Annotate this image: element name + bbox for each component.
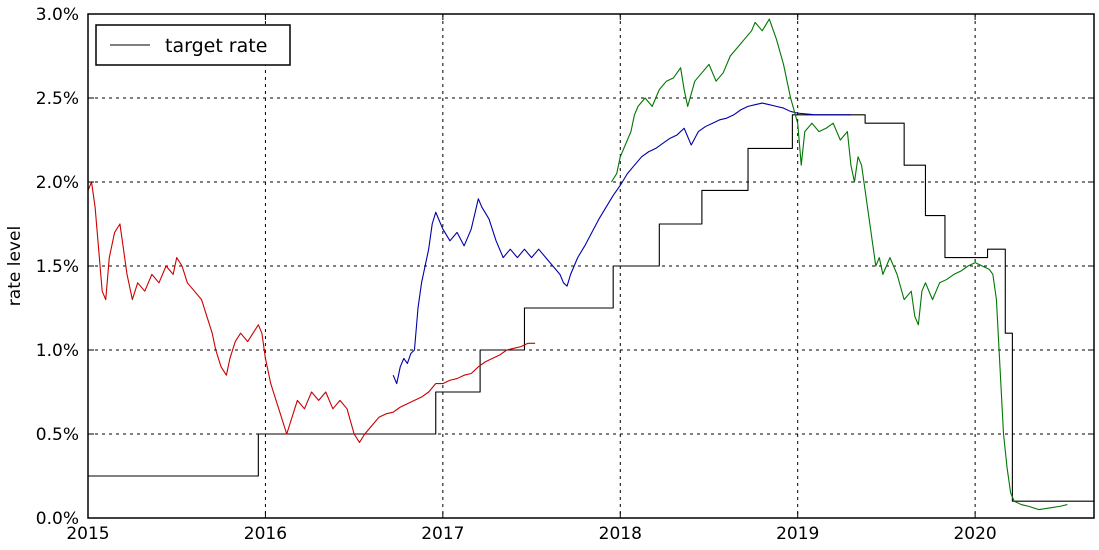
series-line-1 (88, 114, 1094, 502)
y-tick-label: 1.5% (36, 257, 79, 277)
legend-label-target-rate: target rate (165, 35, 267, 57)
y-tick-label: 3.0% (36, 5, 79, 25)
x-tick-label: 2015 (66, 524, 109, 544)
x-tick-label: 2018 (599, 524, 642, 544)
y-tick-label: 0.0% (36, 509, 79, 529)
series-line-3 (392, 102, 851, 385)
x-axis: 2015 2016 2017 2018 2019 2020 (66, 14, 997, 544)
y-axis: 0.0% 0.5% 1.0% 1.5% 2.0% 2.5% 3.0% (36, 5, 1094, 529)
x-tick-label: 2016 (244, 524, 287, 544)
series-line-2 (87, 181, 536, 443)
y-tick-label: 0.5% (36, 425, 79, 445)
series-line-4 (610, 18, 1068, 511)
y-tick-label: 2.0% (36, 173, 79, 193)
series-layer (87, 18, 1094, 511)
x-tick-label: 2017 (421, 524, 464, 544)
y-tick-label: 2.5% (36, 89, 79, 109)
x-tick-label: 2020 (953, 524, 996, 544)
x-tick-label: 2019 (776, 524, 819, 544)
legend: target rate (95, 24, 291, 66)
y-axis-label: rate level (5, 226, 25, 306)
plot-background (88, 14, 1094, 518)
y-tick-label: 1.0% (36, 341, 79, 361)
